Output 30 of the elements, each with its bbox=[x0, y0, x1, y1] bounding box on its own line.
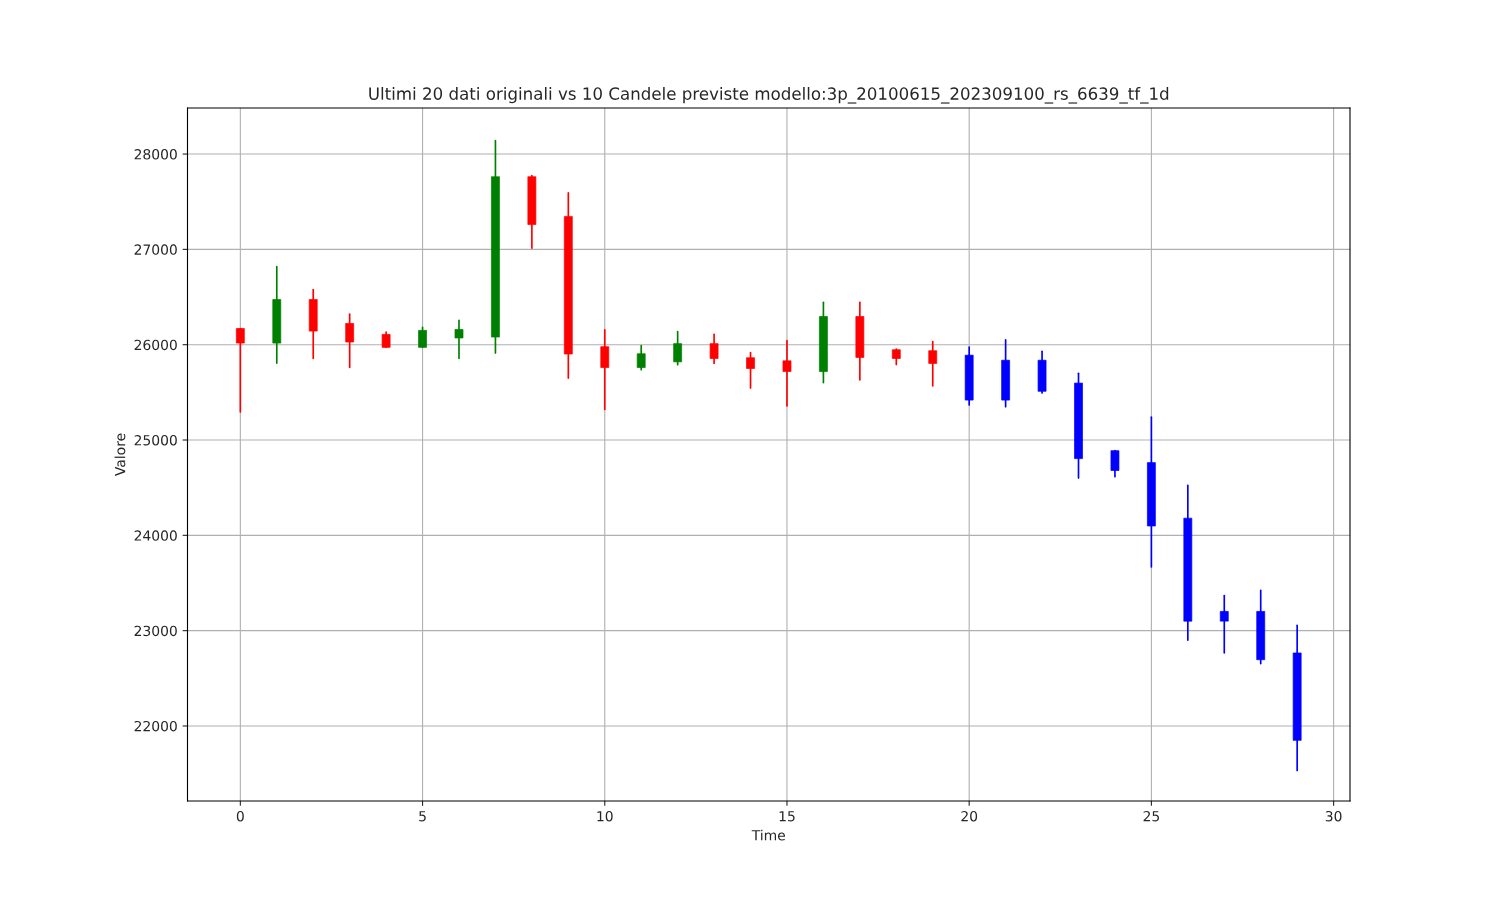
x-tick-label: 5 bbox=[419, 811, 426, 822]
chart-title: Ultimi 20 dati originali vs 10 Candele previste modello:3p_20100615_202309100_rs_6639_tf_1d bbox=[369, 87, 1169, 104]
y-tick-label: 22000 bbox=[134, 720, 177, 732]
y-tick-label: 24000 bbox=[134, 530, 177, 541]
candlestick bbox=[709, 333, 719, 365]
y-tick-label: 25000 bbox=[134, 434, 177, 446]
x-axis-title: Time bbox=[751, 829, 785, 841]
candlestick bbox=[1110, 449, 1120, 478]
y-tick-label: 28000 bbox=[134, 149, 177, 160]
candlestick bbox=[673, 330, 682, 366]
x-tick-label: 15 bbox=[779, 811, 795, 822]
candlestick bbox=[782, 339, 792, 407]
candlestick bbox=[1219, 594, 1229, 654]
x-tick-label: 30 bbox=[1325, 810, 1342, 822]
candlestick bbox=[235, 327, 245, 413]
candlestick bbox=[928, 340, 938, 387]
x-tick-label: 20 bbox=[961, 810, 978, 822]
candlestick bbox=[746, 351, 755, 389]
candlestick bbox=[418, 326, 427, 349]
candlestick bbox=[636, 344, 646, 371]
candlestick bbox=[600, 329, 610, 411]
x-tick-label: 10 bbox=[597, 810, 613, 822]
candlestick bbox=[454, 319, 464, 360]
x-tick-label: 25 bbox=[1143, 810, 1160, 822]
y-tick-label: 23000 bbox=[134, 625, 177, 637]
y-axis-title: Valore bbox=[114, 433, 126, 477]
candlestick bbox=[345, 313, 355, 369]
x-tick-label: 0 bbox=[236, 810, 244, 822]
y-tick-label: 26000 bbox=[134, 339, 177, 351]
y-tick-label: 27000 bbox=[134, 244, 177, 255]
